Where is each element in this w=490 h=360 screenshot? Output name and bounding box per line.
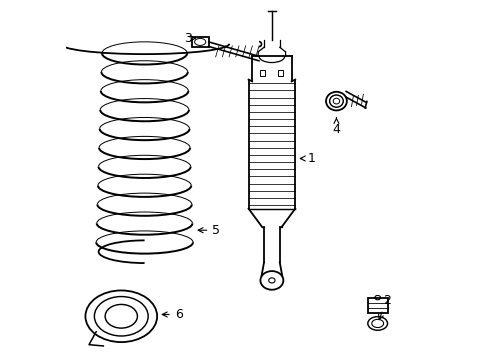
Text: 3: 3 <box>184 32 196 45</box>
Text: 4: 4 <box>333 118 341 136</box>
Text: 5: 5 <box>198 224 220 237</box>
Text: 2: 2 <box>379 294 391 320</box>
Bar <box>368 298 388 313</box>
Text: 1: 1 <box>300 152 315 165</box>
Bar <box>260 69 266 76</box>
Bar <box>278 69 283 76</box>
Text: 6: 6 <box>162 308 183 321</box>
Bar <box>192 37 209 47</box>
